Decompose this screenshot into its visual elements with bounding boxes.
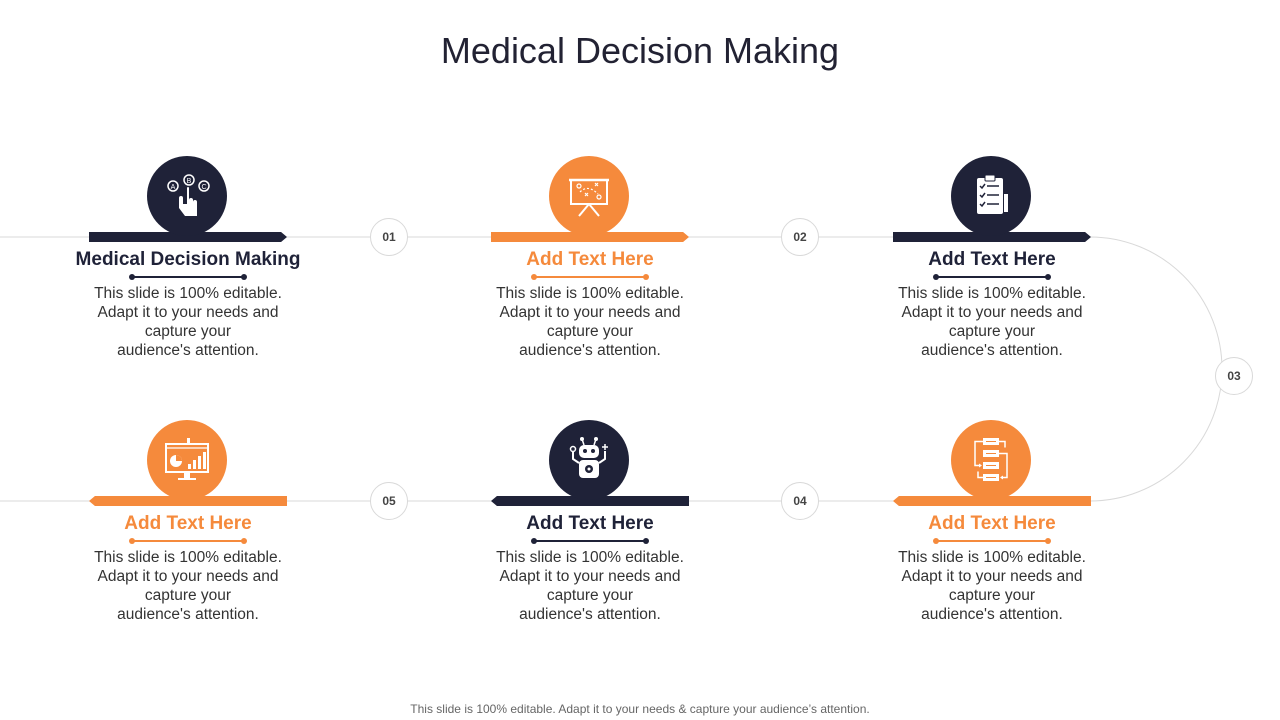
body-line: Adapt it to your needs and	[901, 304, 1083, 321]
body-line: This slide is 100% editable.	[898, 285, 1086, 302]
heading-underline	[531, 538, 649, 544]
body-line: capture your	[144, 587, 232, 604]
step-number-03: 03	[1215, 357, 1253, 395]
svg-text:C: C	[201, 184, 206, 191]
heading-underline	[129, 538, 247, 544]
svg-text:A: A	[171, 184, 176, 191]
body-line: capture your	[948, 587, 1036, 604]
body-line: capture your	[546, 323, 634, 340]
robot-icon	[549, 420, 629, 500]
heading-underline	[933, 274, 1051, 280]
body-line: Adapt it to your needs and	[97, 304, 279, 321]
body-line: capture your	[546, 587, 634, 604]
card-body: This slide is 100% editable. Adapt it to…	[887, 284, 1097, 360]
body-line: Adapt it to your needs and	[499, 304, 681, 321]
card-heading: Add Text Here	[124, 513, 252, 534]
card-body: This slide is 100% editable. Adapt it to…	[485, 284, 695, 360]
body-line: capture your	[144, 323, 232, 340]
body-line: audience's attention.	[117, 606, 259, 623]
body-line: audience's attention.	[921, 606, 1063, 623]
body-line: Adapt it to your needs and	[499, 568, 681, 585]
analytics-monitor-icon	[147, 420, 227, 500]
card-bar	[893, 232, 1091, 242]
card-body: This slide is 100% editable. Adapt it to…	[83, 284, 293, 360]
body-line: audience's attention.	[921, 342, 1063, 359]
body-line: This slide is 100% editable.	[898, 549, 1086, 566]
heading-underline	[531, 274, 649, 280]
card-heading: Add Text Here	[526, 249, 654, 270]
card-bar	[491, 496, 689, 506]
card-heading: Medical Decision Making	[75, 249, 301, 270]
card-bar	[89, 232, 287, 242]
body-line: Adapt it to your needs and	[901, 568, 1083, 585]
step-number-01: 01	[370, 218, 408, 256]
checklist-icon	[951, 156, 1031, 236]
body-line: Adapt it to your needs and	[97, 568, 279, 585]
footer-note: This slide is 100% editable. Adapt it to…	[410, 702, 870, 716]
card-bar	[89, 496, 287, 506]
card-heading: Add Text Here	[928, 513, 1056, 534]
body-line: audience's attention.	[519, 342, 661, 359]
body-line: audience's attention.	[519, 606, 661, 623]
step-number-04: 04	[781, 482, 819, 520]
body-line: This slide is 100% editable.	[496, 549, 684, 566]
body-line: This slide is 100% editable.	[94, 285, 282, 302]
card-heading: Add Text Here	[526, 513, 654, 534]
heading-underline	[933, 538, 1051, 544]
step-number-02: 02	[781, 218, 819, 256]
heading-underline	[129, 274, 247, 280]
card-bar	[491, 232, 689, 242]
body-line: This slide is 100% editable.	[94, 549, 282, 566]
body-line: capture your	[948, 323, 1036, 340]
body-line: This slide is 100% editable.	[496, 285, 684, 302]
choice-hand-icon: A B C	[147, 156, 227, 236]
body-line: audience's attention.	[117, 342, 259, 359]
card-body: This slide is 100% editable. Adapt it to…	[887, 548, 1097, 624]
card-body: This slide is 100% editable. Adapt it to…	[485, 548, 695, 624]
strategy-board-icon	[549, 156, 629, 236]
page-title: Medical Decision Making	[440, 30, 840, 71]
card-heading: Add Text Here	[928, 249, 1056, 270]
card-body: This slide is 100% editable. Adapt it to…	[83, 548, 293, 624]
step-number-05: 05	[370, 482, 408, 520]
flowchart-icon	[951, 420, 1031, 500]
card-bar	[893, 496, 1091, 506]
svg-text:B: B	[187, 178, 192, 185]
